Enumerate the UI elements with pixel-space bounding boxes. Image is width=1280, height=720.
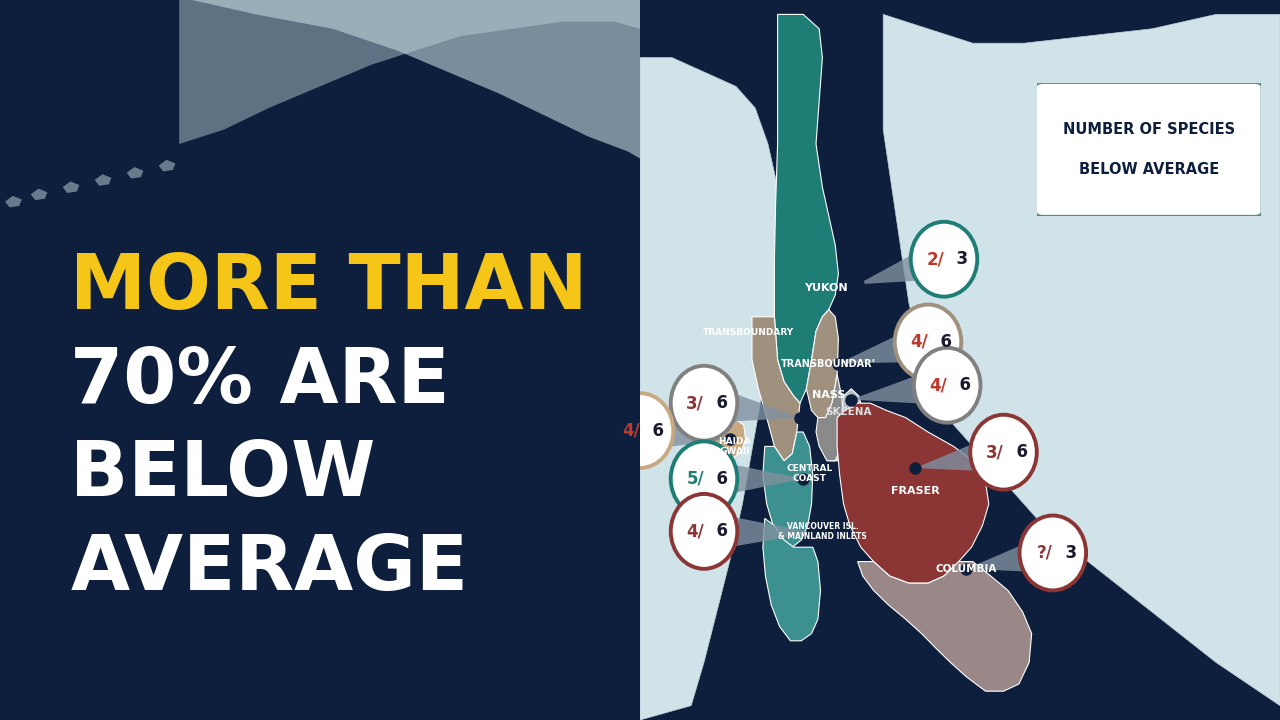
Polygon shape (858, 240, 948, 284)
Circle shape (895, 305, 961, 379)
Circle shape (671, 441, 737, 516)
Text: ?/: ?/ (1037, 544, 1052, 562)
Text: BELOW AVERAGE: BELOW AVERAGE (1079, 162, 1219, 177)
Text: BELOW: BELOW (70, 438, 376, 512)
Text: YUKON: YUKON (804, 283, 847, 293)
Polygon shape (701, 383, 800, 423)
Text: 6: 6 (929, 333, 952, 351)
Text: SKEENA: SKEENA (824, 407, 872, 417)
Circle shape (911, 222, 978, 297)
Text: 6: 6 (948, 376, 972, 395)
Polygon shape (753, 317, 800, 461)
Polygon shape (179, 0, 640, 144)
Text: 3/: 3/ (986, 444, 1004, 462)
Polygon shape (704, 511, 813, 552)
Circle shape (671, 366, 737, 441)
Polygon shape (63, 181, 79, 193)
Text: 6: 6 (641, 421, 664, 439)
Text: TRANSBOUNDAR’: TRANSBOUNDAR’ (781, 359, 877, 369)
Text: 4/: 4/ (910, 333, 928, 351)
Text: 6: 6 (1005, 444, 1028, 462)
Circle shape (970, 415, 1037, 490)
Polygon shape (763, 518, 820, 641)
Polygon shape (159, 160, 175, 171)
Text: 3: 3 (945, 250, 969, 268)
Text: 3/: 3/ (686, 395, 704, 412)
Text: FRASER: FRASER (891, 486, 940, 496)
Text: AVERAGE: AVERAGE (70, 532, 468, 606)
Polygon shape (127, 167, 143, 179)
Polygon shape (966, 533, 1056, 573)
Polygon shape (829, 389, 863, 461)
Text: HAIDA
GWAII: HAIDA GWAII (718, 437, 751, 456)
Polygon shape (837, 403, 988, 583)
Text: NASS: NASS (812, 390, 846, 400)
Polygon shape (704, 459, 804, 499)
Polygon shape (858, 562, 1032, 691)
Polygon shape (95, 174, 111, 186)
Circle shape (1019, 516, 1085, 590)
Text: 2/: 2/ (927, 250, 945, 268)
Polygon shape (712, 418, 745, 459)
Text: VANCOUVER ISL.
& MAINLAND INLETS: VANCOUVER ISL. & MAINLAND INLETS (778, 522, 867, 541)
Polygon shape (640, 58, 781, 720)
Text: 4/: 4/ (929, 376, 947, 395)
Text: 4/: 4/ (686, 523, 704, 540)
Circle shape (671, 494, 737, 569)
Polygon shape (806, 310, 838, 418)
Polygon shape (639, 410, 730, 451)
Polygon shape (883, 14, 1280, 706)
Text: COLUMBIA: COLUMBIA (936, 564, 997, 574)
Polygon shape (915, 432, 1006, 472)
Circle shape (607, 393, 673, 468)
Polygon shape (5, 196, 22, 207)
Text: CENTRAL
COAST: CENTRAL COAST (786, 464, 833, 483)
Text: 70% ARE: 70% ARE (70, 345, 451, 418)
Text: TRANSBOUNDARY: TRANSBOUNDARY (703, 328, 795, 337)
Text: 3: 3 (1055, 544, 1078, 562)
Text: 6: 6 (705, 470, 728, 488)
Text: MORE THAN: MORE THAN (70, 251, 588, 325)
Polygon shape (838, 323, 932, 364)
Polygon shape (192, 0, 640, 158)
Circle shape (914, 348, 980, 423)
Text: 5/: 5/ (686, 470, 704, 488)
Text: 4/: 4/ (622, 421, 640, 439)
Text: NUMBER OF SPECIES: NUMBER OF SPECIES (1062, 122, 1235, 137)
Polygon shape (817, 374, 844, 461)
Polygon shape (774, 14, 838, 403)
FancyBboxPatch shape (1034, 81, 1263, 217)
Polygon shape (31, 189, 47, 200)
Text: 6: 6 (705, 523, 728, 540)
Polygon shape (851, 365, 950, 405)
Polygon shape (763, 432, 813, 547)
Text: 6: 6 (705, 395, 728, 412)
